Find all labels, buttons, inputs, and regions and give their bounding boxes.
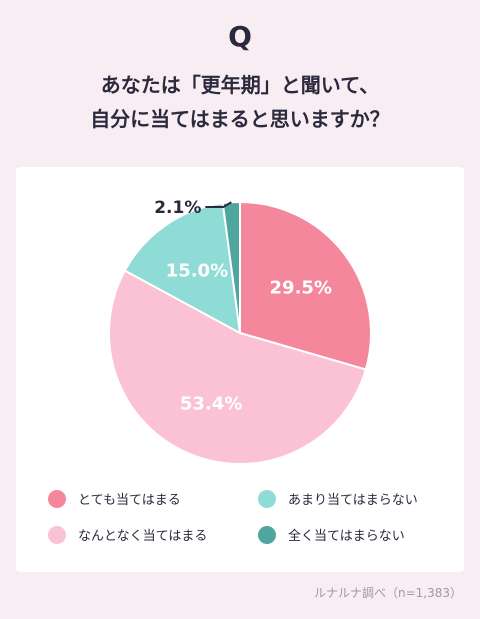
pie-slice-3 — [123, 202, 242, 335]
legend-swatch-1 — [48, 489, 66, 508]
pie-slice-1 — [239, 200, 372, 371]
legend-item-4: 全く当てはまらない — [258, 525, 405, 544]
legend-swatch-4 — [258, 525, 276, 544]
leader-line-4 — [205, 201, 232, 208]
legend-swatch-3 — [258, 489, 276, 508]
pie-slice-2 — [107, 269, 368, 466]
question-title: あなたは「更年期」と聞いて、 自分に当てはまると思いますか？ — [0, 68, 480, 136]
legend-item-1: とても当てはまる — [48, 489, 181, 508]
legend-label-4: 全く当てはまらない — [288, 529, 405, 544]
question-mark-label: Q — [228, 20, 252, 53]
legend-swatch-2 — [48, 525, 66, 544]
slice-label-1: 29.5% — [270, 277, 332, 298]
question-line-1: あなたは「更年期」と聞いて、 — [100, 73, 380, 97]
chart-card: 29.5% 53.4% 15.0% 2.1% とても当てはまる あまり当てはまらない … — [16, 167, 464, 572]
legend-item-3: あまり当てはまらない — [258, 489, 418, 508]
legend-item-2: なんとなく当てはまる — [48, 525, 207, 544]
pie-chart: 29.5% 53.4% 15.0% 2.1% — [107, 198, 372, 466]
slice-label-4: 2.1% — [154, 198, 201, 218]
legend-label-1: とても当てはまる — [78, 493, 181, 508]
question-line-2: 自分に当てはまると思いますか？ — [90, 107, 390, 131]
slice-label-2: 53.4% — [180, 393, 242, 414]
source-note: ルナルナ調べ（n=1,383） — [313, 586, 462, 600]
legend-label-3: あまり当てはまらない — [288, 493, 418, 508]
slice-label-3: 15.0% — [166, 260, 228, 281]
legend-label-2: なんとなく当てはまる — [78, 529, 208, 544]
